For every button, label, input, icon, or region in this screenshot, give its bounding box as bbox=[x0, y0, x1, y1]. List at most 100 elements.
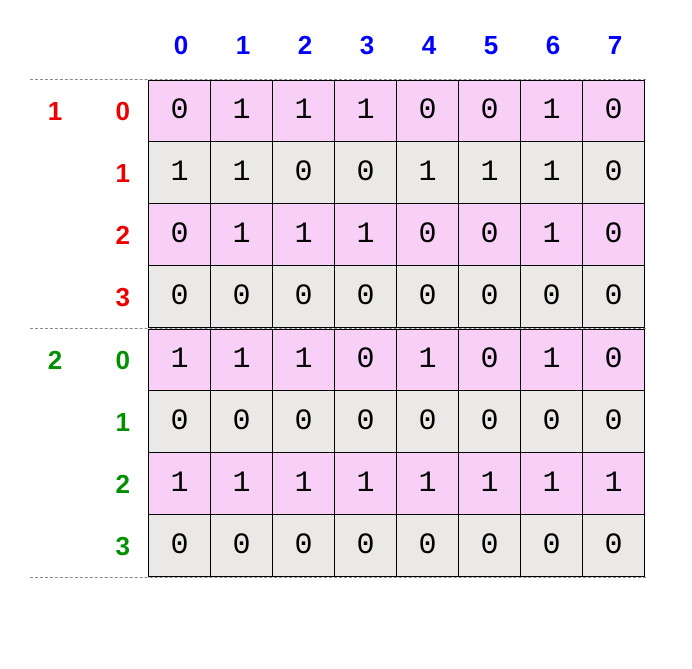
cell: 1 bbox=[459, 453, 521, 515]
cell: 0 bbox=[583, 142, 645, 204]
cell: 0 bbox=[583, 515, 645, 577]
cell: 0 bbox=[273, 142, 335, 204]
cell: 0 bbox=[149, 391, 211, 453]
cell: 0 bbox=[149, 80, 211, 142]
row-label: 1 bbox=[80, 407, 148, 438]
group: 1001110010111001110201110010300000000 bbox=[30, 79, 646, 328]
cell: 1 bbox=[273, 204, 335, 266]
cell: 0 bbox=[459, 204, 521, 266]
row-label: 2 bbox=[80, 469, 148, 500]
cell: 1 bbox=[211, 142, 273, 204]
cell: 1 bbox=[583, 453, 645, 515]
cell: 1 bbox=[521, 142, 583, 204]
cell: 1 bbox=[211, 204, 273, 266]
cell: 1 bbox=[335, 204, 397, 266]
cell: 0 bbox=[273, 515, 335, 577]
cell: 1 bbox=[397, 453, 459, 515]
cell: 1 bbox=[521, 80, 583, 142]
cell: 0 bbox=[459, 329, 521, 391]
group-label: 2 bbox=[30, 345, 80, 376]
cell: 0 bbox=[335, 142, 397, 204]
cell: 0 bbox=[583, 391, 645, 453]
cell: 0 bbox=[273, 266, 335, 328]
table-row: 211111111 bbox=[30, 453, 646, 515]
cell: 1 bbox=[149, 329, 211, 391]
cell: 0 bbox=[335, 329, 397, 391]
cell: 0 bbox=[211, 391, 273, 453]
column-header: 3 bbox=[336, 30, 398, 61]
row-label: 3 bbox=[80, 531, 148, 562]
cell: 1 bbox=[149, 142, 211, 204]
column-header: 1 bbox=[212, 30, 274, 61]
cell: 1 bbox=[149, 453, 211, 515]
row-cells: 00000000 bbox=[148, 515, 645, 577]
row-label: 0 bbox=[80, 345, 148, 376]
table-row: 1001110010 bbox=[30, 80, 646, 142]
cell: 1 bbox=[273, 329, 335, 391]
cell: 0 bbox=[397, 391, 459, 453]
cell: 0 bbox=[459, 515, 521, 577]
cell: 1 bbox=[397, 142, 459, 204]
cell: 1 bbox=[521, 204, 583, 266]
column-header: 7 bbox=[584, 30, 646, 61]
cell: 0 bbox=[335, 391, 397, 453]
cell: 0 bbox=[521, 391, 583, 453]
cell: 0 bbox=[211, 266, 273, 328]
row-label: 1 bbox=[80, 158, 148, 189]
cell: 1 bbox=[273, 453, 335, 515]
cell: 1 bbox=[459, 142, 521, 204]
table-row: 300000000 bbox=[30, 266, 646, 328]
group-label: 1 bbox=[30, 96, 80, 127]
cell: 1 bbox=[521, 329, 583, 391]
cell: 0 bbox=[459, 266, 521, 328]
cell: 0 bbox=[583, 329, 645, 391]
row-cells: 01110010 bbox=[148, 80, 645, 142]
row-label: 0 bbox=[80, 96, 148, 127]
cell: 1 bbox=[335, 80, 397, 142]
table-body: 1001110010111001110201110010300000000201… bbox=[30, 79, 646, 578]
bit-table: 01234567 1001110010111001110201110010300… bbox=[30, 30, 646, 578]
column-header: 4 bbox=[398, 30, 460, 61]
table-row: 111001110 bbox=[30, 142, 646, 204]
cell: 0 bbox=[397, 80, 459, 142]
cell: 1 bbox=[397, 329, 459, 391]
cell: 1 bbox=[211, 80, 273, 142]
cell: 0 bbox=[397, 266, 459, 328]
row-cells: 11001110 bbox=[148, 142, 645, 204]
cell: 0 bbox=[211, 515, 273, 577]
cell: 0 bbox=[583, 204, 645, 266]
row-label: 3 bbox=[80, 282, 148, 313]
row-cells: 11101010 bbox=[148, 329, 645, 391]
cell: 0 bbox=[149, 515, 211, 577]
cell: 0 bbox=[273, 391, 335, 453]
column-header: 0 bbox=[150, 30, 212, 61]
cell: 0 bbox=[459, 80, 521, 142]
table-row: 300000000 bbox=[30, 515, 646, 577]
cell: 0 bbox=[521, 515, 583, 577]
cell: 1 bbox=[211, 453, 273, 515]
cell: 0 bbox=[397, 515, 459, 577]
row-cells: 11111111 bbox=[148, 453, 645, 515]
cell: 0 bbox=[149, 204, 211, 266]
table-row: 201110010 bbox=[30, 204, 646, 266]
table-row: 2011101010 bbox=[30, 329, 646, 391]
cell: 1 bbox=[211, 329, 273, 391]
row-cells: 00000000 bbox=[148, 266, 645, 328]
row-cells: 00000000 bbox=[148, 391, 645, 453]
column-header: 2 bbox=[274, 30, 336, 61]
cell: 1 bbox=[521, 453, 583, 515]
cell: 0 bbox=[521, 266, 583, 328]
table-row: 100000000 bbox=[30, 391, 646, 453]
cell: 0 bbox=[397, 204, 459, 266]
row-cells: 01110010 bbox=[148, 204, 645, 266]
group: 2011101010100000000211111111300000000 bbox=[30, 328, 646, 578]
column-header: 5 bbox=[460, 30, 522, 61]
column-header: 6 bbox=[522, 30, 584, 61]
cell: 0 bbox=[335, 515, 397, 577]
cell: 0 bbox=[459, 391, 521, 453]
cell: 0 bbox=[335, 266, 397, 328]
column-headers: 01234567 bbox=[150, 30, 646, 61]
cell: 0 bbox=[583, 80, 645, 142]
cell: 0 bbox=[583, 266, 645, 328]
row-label: 2 bbox=[80, 220, 148, 251]
